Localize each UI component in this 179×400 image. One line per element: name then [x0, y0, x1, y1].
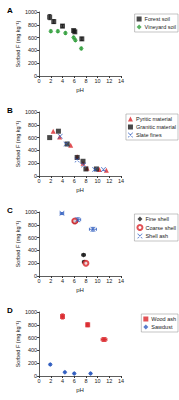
- svg-text:pH: pH: [76, 187, 84, 193]
- svg-text:8: 8: [84, 378, 87, 384]
- svg-text:800: 800: [28, 22, 37, 28]
- svg-text:Sorbed F (mg kg⁻¹): Sorbed F (mg kg⁻¹): [15, 321, 21, 368]
- svg-text:Sorbed F (mg kg⁻¹): Sorbed F (mg kg⁻¹): [15, 21, 21, 68]
- svg-text:Forest soil: Forest soil: [145, 16, 170, 22]
- svg-text:Granitic material: Granitic material: [136, 124, 176, 130]
- svg-text:B: B: [7, 106, 13, 115]
- svg-text:2: 2: [49, 78, 52, 84]
- svg-text:2: 2: [49, 378, 52, 384]
- svg-text:600: 600: [28, 335, 37, 341]
- svg-text:0: 0: [34, 73, 38, 79]
- svg-text:4: 4: [61, 178, 64, 184]
- svg-text:12: 12: [106, 178, 112, 184]
- svg-text:14: 14: [118, 78, 124, 84]
- svg-text:2: 2: [49, 178, 52, 184]
- svg-text:10: 10: [95, 278, 101, 284]
- svg-text:14: 14: [118, 178, 124, 184]
- svg-text:400: 400: [28, 247, 37, 253]
- svg-text:8: 8: [84, 178, 87, 184]
- svg-text:D: D: [7, 306, 13, 315]
- svg-text:Shell ash: Shell ash: [145, 233, 168, 239]
- svg-text:400: 400: [28, 47, 37, 53]
- svg-text:4: 4: [61, 378, 64, 384]
- svg-text:400: 400: [28, 347, 37, 353]
- svg-text:8: 8: [84, 78, 87, 84]
- svg-text:600: 600: [28, 35, 37, 41]
- svg-text:Sawdust: Sawdust: [151, 324, 173, 330]
- svg-text:800: 800: [28, 222, 37, 228]
- svg-text:10: 10: [95, 178, 101, 184]
- svg-text:12: 12: [106, 278, 112, 284]
- svg-text:pH: pH: [76, 387, 84, 393]
- svg-text:Fine shell: Fine shell: [145, 216, 169, 222]
- svg-text:10: 10: [95, 378, 101, 384]
- svg-text:12: 12: [106, 378, 112, 384]
- svg-text:200: 200: [28, 360, 37, 366]
- svg-text:8: 8: [84, 278, 87, 284]
- svg-text:4: 4: [61, 78, 64, 84]
- svg-text:6: 6: [73, 78, 76, 84]
- svg-text:pH: pH: [76, 287, 84, 293]
- svg-text:10: 10: [95, 78, 101, 84]
- svg-text:A: A: [7, 6, 13, 15]
- svg-text:600: 600: [28, 235, 37, 241]
- svg-text:6: 6: [73, 378, 76, 384]
- svg-text:6: 6: [73, 278, 76, 284]
- svg-text:6: 6: [73, 178, 76, 184]
- svg-text:14: 14: [118, 378, 124, 384]
- svg-text:1000: 1000: [25, 309, 37, 315]
- svg-text:200: 200: [28, 260, 37, 266]
- svg-text:200: 200: [28, 60, 37, 66]
- svg-text:Coarse shell: Coarse shell: [145, 225, 176, 231]
- svg-text:0: 0: [34, 173, 38, 179]
- svg-text:Sorbed F (mg kg⁻¹): Sorbed F (mg kg⁻¹): [15, 221, 21, 268]
- svg-text:600: 600: [28, 135, 37, 141]
- svg-text:1000: 1000: [25, 109, 37, 115]
- svg-text:0: 0: [34, 373, 38, 379]
- svg-text:800: 800: [28, 122, 37, 128]
- svg-text:4: 4: [61, 278, 64, 284]
- svg-text:Vineyard soil: Vineyard soil: [145, 24, 176, 30]
- svg-text:2: 2: [49, 278, 52, 284]
- svg-text:12: 12: [106, 78, 112, 84]
- svg-text:0: 0: [38, 178, 41, 184]
- svg-text:Pyritic material: Pyritic material: [136, 116, 172, 122]
- svg-text:pH: pH: [76, 87, 84, 93]
- svg-text:1000: 1000: [25, 209, 37, 215]
- svg-text:Slate fines: Slate fines: [136, 132, 162, 138]
- svg-text:Wood ash: Wood ash: [151, 316, 176, 322]
- svg-text:800: 800: [28, 322, 37, 328]
- svg-text:200: 200: [28, 160, 37, 166]
- svg-text:400: 400: [28, 147, 37, 153]
- svg-text:Sorbed F (mg kg⁻¹): Sorbed F (mg kg⁻¹): [15, 121, 21, 168]
- svg-text:C: C: [7, 206, 13, 215]
- svg-text:0: 0: [38, 78, 41, 84]
- svg-text:0: 0: [34, 273, 38, 279]
- svg-text:0: 0: [38, 278, 41, 284]
- svg-text:0: 0: [38, 378, 41, 384]
- svg-text:14: 14: [118, 278, 124, 284]
- svg-text:1000: 1000: [25, 9, 37, 15]
